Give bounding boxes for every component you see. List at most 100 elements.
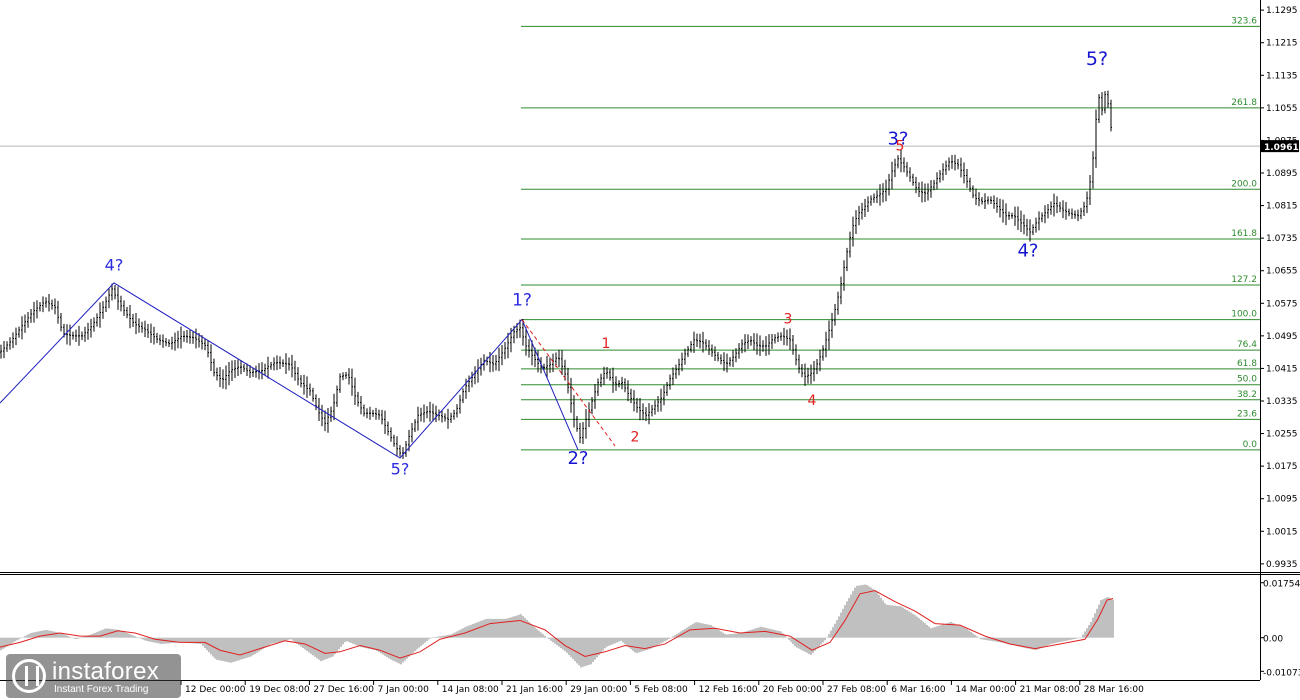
histogram-bar (738, 633, 740, 638)
histogram-bar (974, 634, 976, 638)
histogram-bar (16, 637, 18, 641)
histogram-bar (622, 637, 624, 643)
histogram-bar (258, 637, 260, 652)
price-tick-label: 1.0735 (1266, 234, 1298, 244)
time-tick-label: 7 Jan 00:00 (378, 685, 430, 695)
histogram-bar (758, 627, 760, 638)
histogram-bar (934, 627, 936, 638)
histogram-bar (740, 632, 742, 638)
histogram-bar (4, 637, 6, 648)
histogram-bar (704, 623, 706, 638)
histogram-bar (798, 637, 800, 649)
histogram-bar (1056, 637, 1058, 643)
price-tick-label: 1.0335 (1266, 397, 1298, 407)
histogram-bar (578, 637, 580, 666)
histogram-bar (604, 637, 606, 649)
histogram-bar (46, 630, 48, 638)
histogram-bar (922, 621, 924, 638)
price-tick-label: 1.0655 (1266, 267, 1298, 277)
histogram-bar (584, 637, 586, 667)
histogram-bar (152, 637, 154, 643)
histogram-bar (746, 631, 748, 638)
histogram-bar (840, 612, 842, 638)
price-tick-label: 1.0175 (1266, 462, 1298, 472)
fibonacci-grid: 323.6261.8200.0161.8127.2100.076.461.850… (521, 16, 1260, 451)
histogram-bar (884, 603, 886, 638)
histogram-bar (406, 637, 408, 659)
wave-label: 5 (896, 139, 905, 155)
histogram-bar (350, 637, 352, 643)
histogram-bar (502, 618, 504, 638)
histogram-bar (238, 637, 240, 661)
histogram-bar (930, 628, 932, 638)
histogram-bar (310, 637, 312, 654)
histogram-bar (8, 637, 10, 646)
fib-level-label: 127.2 (1231, 275, 1257, 285)
histogram-bar (24, 636, 26, 638)
histogram-bar (182, 637, 184, 643)
histogram-bar (942, 624, 944, 638)
histogram-bar (170, 637, 172, 644)
histogram-bar (552, 637, 554, 643)
histogram-bar (404, 637, 406, 661)
histogram-bar (1072, 637, 1074, 640)
histogram-bar (150, 637, 152, 642)
histogram-bar (614, 637, 616, 644)
histogram-bar (342, 637, 344, 645)
histogram-bar (854, 587, 856, 638)
histogram-bar (1018, 637, 1020, 647)
histogram-bar (646, 637, 648, 650)
histogram-bar (236, 637, 238, 661)
histogram-bar (344, 637, 346, 643)
histogram-bar (806, 637, 808, 653)
price-tick-label: 1.0255 (1266, 430, 1298, 440)
histogram-bar (36, 631, 38, 638)
histogram-bar (294, 637, 296, 643)
histogram-bar (572, 637, 574, 660)
histogram-bar (730, 634, 732, 638)
histogram-bar (506, 618, 508, 638)
histogram-bar (566, 637, 568, 653)
histogram-bar (298, 637, 300, 646)
histogram-bar (638, 637, 640, 653)
histogram-bar (968, 630, 970, 638)
time-tick-label: 14 Mar 00:00 (955, 685, 1015, 695)
histogram-bar (362, 637, 364, 648)
histogram-bar (1032, 637, 1034, 650)
histogram-bar (912, 613, 914, 638)
histogram-bar (492, 618, 494, 638)
histogram-bar (724, 633, 726, 638)
price-tick-label: 1.0575 (1266, 299, 1298, 309)
histogram-bar (582, 637, 584, 667)
histogram-bar (118, 629, 120, 638)
histogram-bar (82, 637, 84, 638)
histogram-bar (598, 637, 600, 656)
histogram-bar (1034, 637, 1036, 651)
histogram-bar (1026, 637, 1028, 649)
fib-level-label: 100.0 (1231, 310, 1257, 320)
histogram-bar (850, 594, 852, 638)
histogram-bar (320, 637, 322, 662)
histogram-bar (276, 637, 278, 643)
histogram-bar (708, 624, 710, 638)
histogram-bar (672, 636, 674, 638)
histogram-bar (702, 623, 704, 638)
histogram-bar (1070, 637, 1072, 640)
histogram-bar (444, 635, 446, 638)
price-tick-label: 1.0895 (1266, 169, 1298, 179)
histogram-bar (232, 637, 234, 663)
histogram-bar (1000, 637, 1002, 643)
histogram-bar (926, 624, 928, 638)
histogram-bar (1088, 625, 1090, 638)
histogram-bar (960, 626, 962, 638)
histogram-bar (546, 637, 548, 638)
histogram-bar (1006, 637, 1008, 644)
histogram-bar (138, 637, 140, 639)
histogram-bar (1106, 597, 1108, 638)
current-price-marker (1261, 140, 1299, 153)
histogram-bar (228, 637, 230, 663)
histogram-bar (500, 618, 502, 638)
histogram-bar (970, 631, 972, 638)
histogram-bar (434, 637, 436, 638)
histogram-bar (340, 637, 342, 647)
